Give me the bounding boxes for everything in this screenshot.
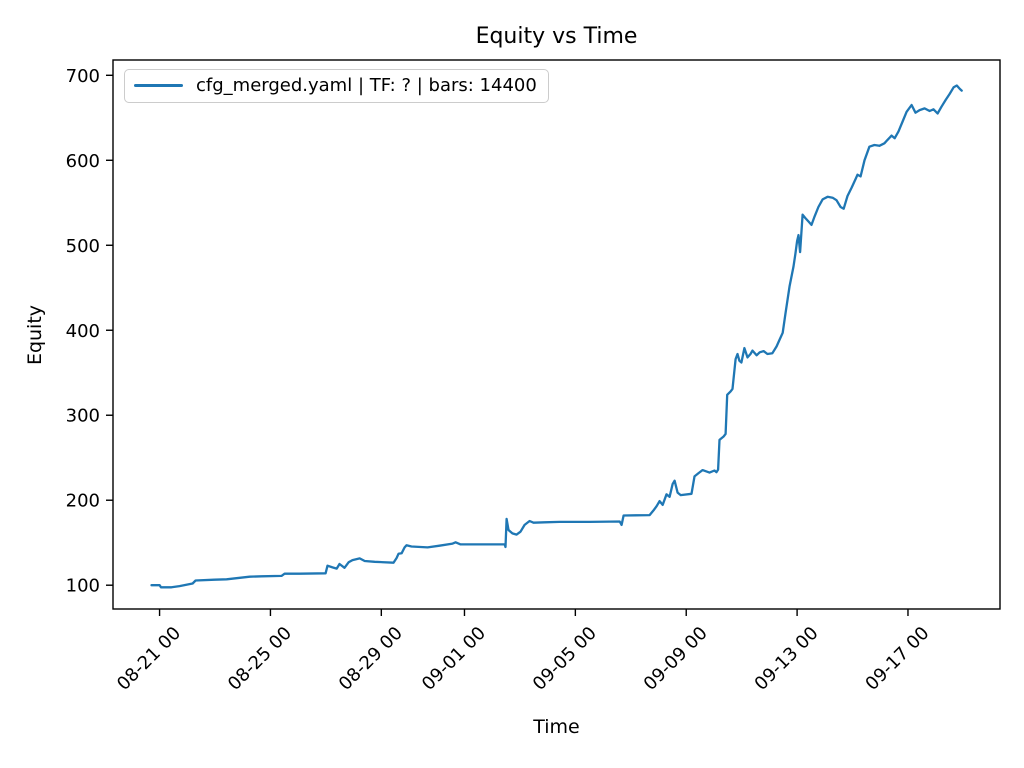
legend-label: cfg_merged.yaml | TF: ? | bars: 14400 — [196, 75, 537, 96]
y-tick-label: 300 — [66, 406, 100, 427]
x-tick-label: 09-05 00 — [529, 623, 601, 695]
x-tick-label: 08-29 00 — [335, 623, 407, 695]
x-tick-label: 09-01 00 — [418, 623, 490, 695]
y-tick-label: 400 — [66, 321, 100, 342]
y-tick-label: 100 — [66, 576, 100, 597]
y-tick-label: 500 — [66, 236, 100, 257]
legend: cfg_merged.yaml | TF: ? | bars: 14400 — [124, 69, 549, 103]
chart-title: Equity vs Time — [475, 24, 638, 49]
x-tick-label: 08-21 00 — [113, 623, 185, 695]
x-axis-label: Time — [533, 716, 580, 738]
y-tick-label: 600 — [66, 151, 100, 172]
y-tick-label: 700 — [66, 66, 100, 87]
y-tick-label: 200 — [66, 491, 100, 512]
x-tick-label: 09-13 00 — [751, 623, 823, 695]
x-tick-label: 09-09 00 — [640, 623, 712, 695]
x-tick-label: 08-25 00 — [224, 623, 296, 695]
x-tick-label: 09-17 00 — [861, 623, 933, 695]
legend-line-sample — [134, 83, 183, 88]
equity-line — [150, 84, 963, 589]
plot-border — [112, 59, 1001, 610]
